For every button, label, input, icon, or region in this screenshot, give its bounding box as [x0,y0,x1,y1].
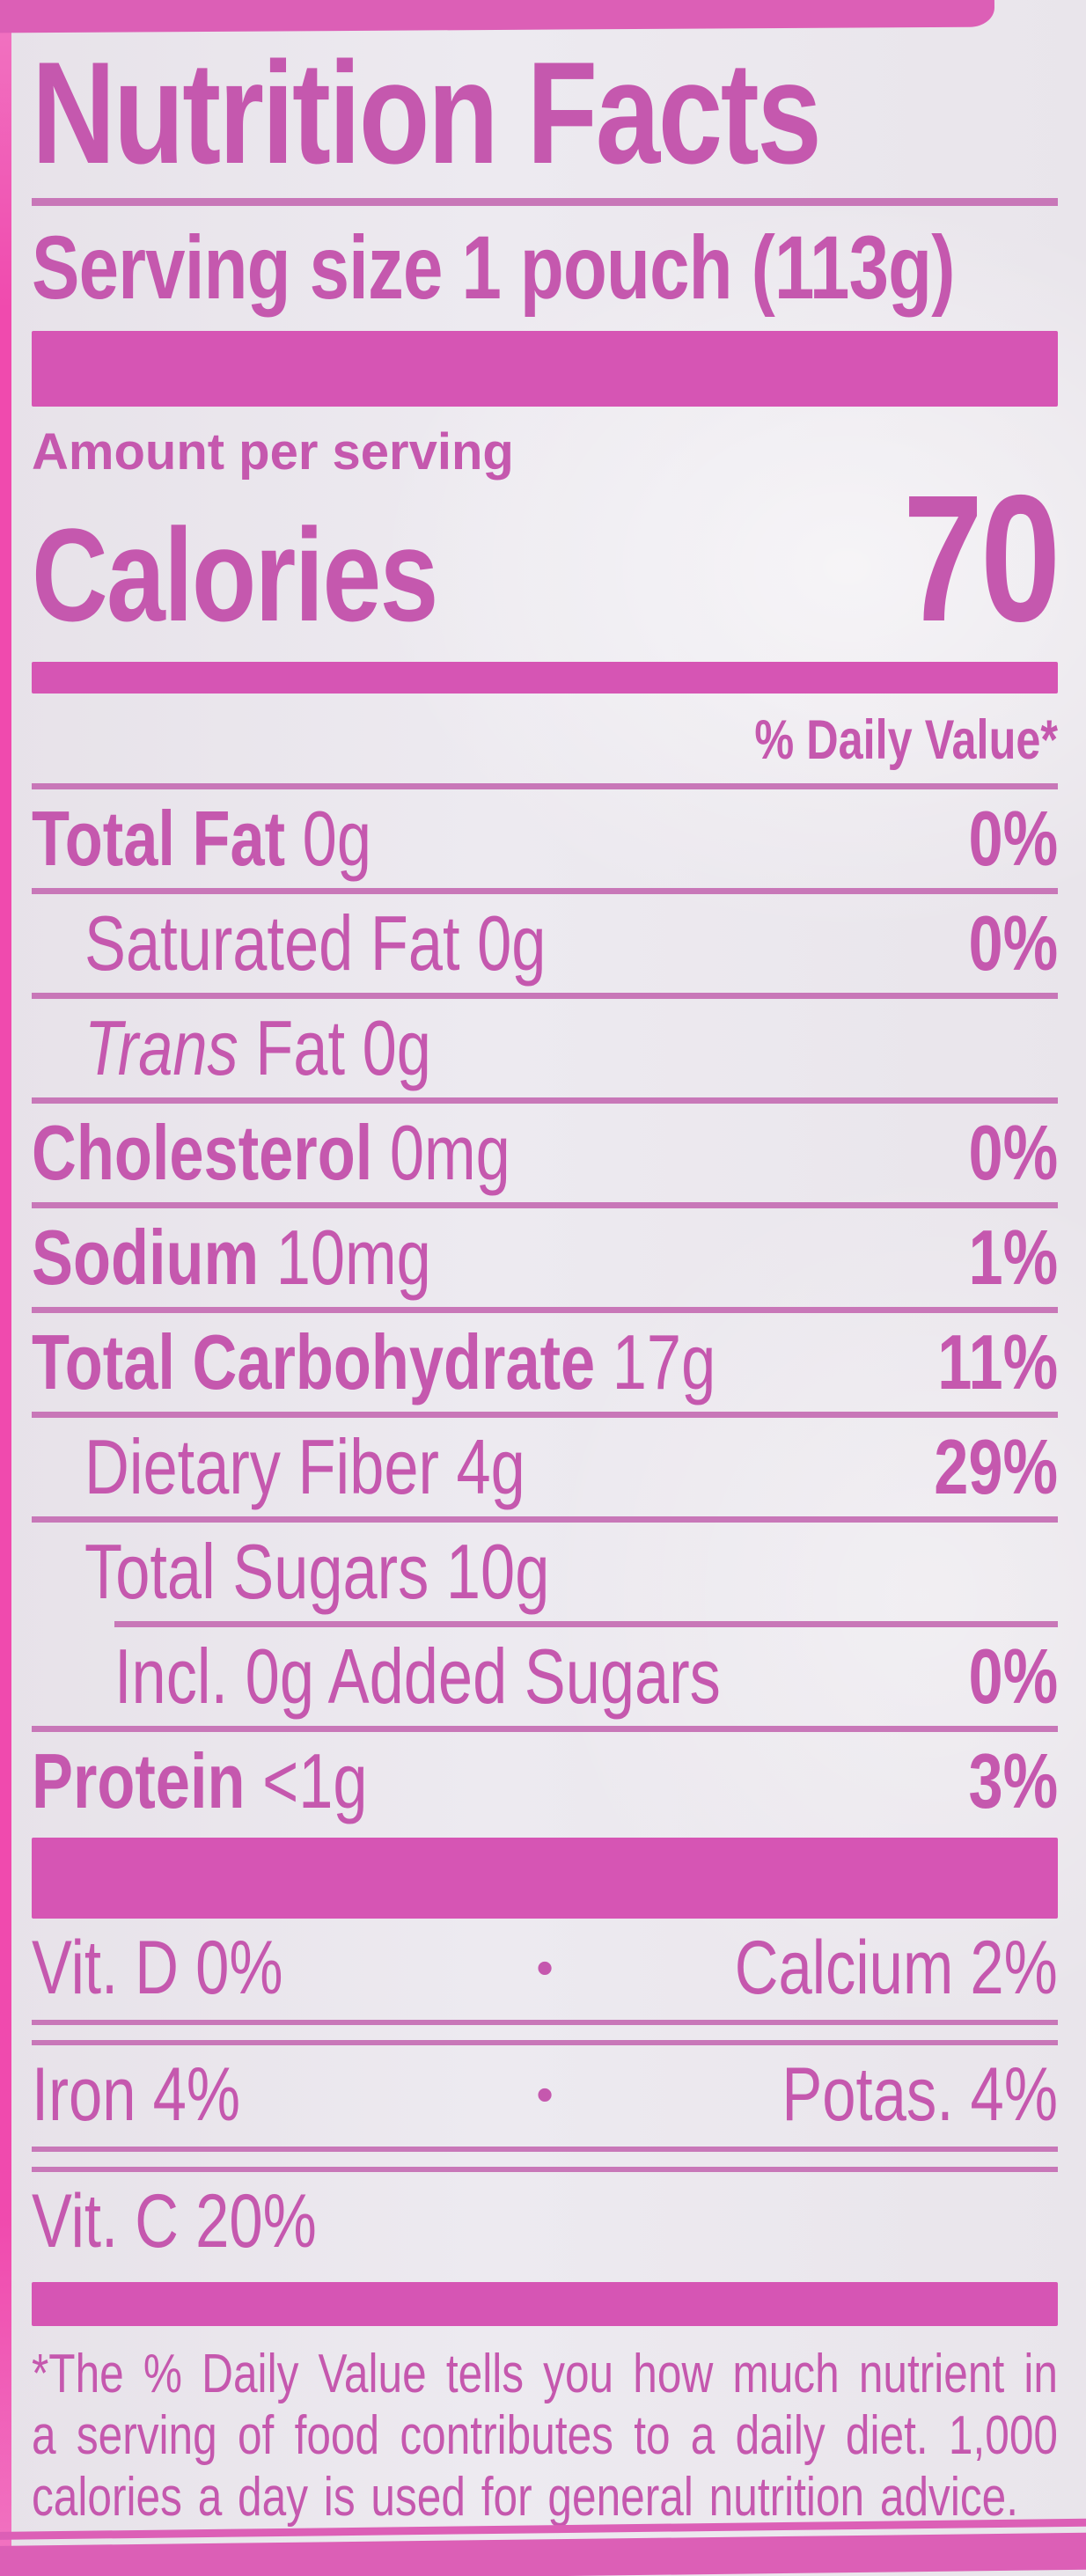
nutrient-dv: 11% [936,1317,1058,1405]
section-bar-thick [32,1838,1058,1919]
daily-value-header: % Daily Value* [754,708,1058,771]
nutrient-amount: 17g [612,1317,716,1405]
divider [32,198,1058,206]
micronutrient-right: Potas. 4% [781,2052,1058,2137]
nutrient-amount: <1g [262,1737,368,1825]
nutrient-amount: Fat 0g [255,1003,431,1091]
nutrient-amount: 10mg [275,1213,431,1301]
nutrient-dv: 1% [968,1213,1058,1301]
nutrient-name: Sodium [32,1213,260,1301]
nutrient-amount: 0mg [389,1108,510,1196]
divider [32,1412,1058,1418]
divider [32,1516,1058,1523]
micronutrient-row-vitd-calcium: Vit. D 0% • Calcium 2% [32,1919,1058,2020]
nutrient-name: Protein [32,1737,246,1825]
divider [32,1306,1058,1313]
nutrient-name: Dietary Fiber [84,1423,439,1510]
divider-double [32,2146,1058,2172]
divider-double [32,2020,1058,2045]
label-content: Nutrition Facts Serving size 1 pouch (11… [32,0,1060,2528]
nutrient-name: Total Carbohydrate [32,1317,596,1405]
micronutrient-left: Vit. D 0% [32,1926,283,2011]
nutrient-dv: 3% [968,1737,1058,1825]
calories-value: 70 [902,458,1060,660]
nutrient-amount: 10g [445,1528,550,1616]
divider [32,992,1058,999]
nutrient-row-cholesterol: Cholesterol 0mg 0% [32,1104,1058,1202]
page-title: Nutrition Facts [32,32,822,194]
amount-per-serving-label: Amount per serving [32,423,514,481]
nutrient-name: Incl. 0g Added Sugars [114,1633,721,1721]
package-left-strip [0,0,11,2576]
nutrient-name: Total Fat [32,794,286,882]
divider [32,887,1058,894]
nutrient-row-total-carbohydrate: Total Carbohydrate 17g 11% [32,1313,1058,1412]
divider [114,1621,1058,1628]
nutrient-row-sodium: Sodium 10mg 1% [32,1208,1058,1307]
package-bottom-band [0,2532,1086,2576]
nutrient-name: Saturated Fat [84,899,460,987]
nutrient-row-protein: Protein <1g 3% [32,1732,1058,1831]
calories-label: Calories [32,500,438,649]
divider [32,1097,1058,1104]
divider [32,782,1058,789]
nutrient-row-trans-fat: Trans Fat 0g [32,999,1058,1097]
calories-row: Calories 70 [32,458,1060,660]
nutrient-row-dietary-fiber: Dietary Fiber 4g 29% [32,1418,1058,1516]
nutrient-amount: 0g [477,899,547,987]
serving-size-line: Serving size 1 pouch (113g) [32,217,955,318]
micronutrient-left: Iron 4% [32,2052,241,2137]
nutrient-row-added-sugars: Incl. 0g Added Sugars 0% [32,1627,1058,1726]
section-bar-thick [32,331,1058,407]
bullet-icon: • [536,2066,554,2123]
serving-size-line-wrap: Serving size 1 pouch (113g) [32,206,1058,317]
section-bar-medium [32,661,1058,694]
bullet-icon: • [536,1940,554,1996]
nutrient-name: Trans [84,1003,238,1091]
micronutrient-row-vitc: Vit. C 20% [32,2172,1058,2273]
nutrient-dv: 29% [934,1423,1058,1510]
nutrient-dv: 0% [968,899,1058,987]
divider [32,1726,1058,1733]
micronutrient-row-iron-potassium: Iron 4% • Potas. 4% [32,2045,1058,2147]
nutrient-amount: 0g [302,794,371,882]
micronutrient-left: Vit. C 20% [32,2178,317,2264]
nutrient-name: Cholesterol [32,1108,373,1196]
divider [32,1201,1058,1208]
nutrient-row-saturated-fat: Saturated Fat 0g 0% [32,894,1058,993]
nutrient-amount: 4g [456,1423,525,1510]
nutrient-row-total-sugars: Total Sugars 10g [32,1523,1058,1621]
nutrient-dv: 0% [968,1633,1058,1721]
nutrient-dv: 0% [968,1108,1058,1196]
nutrient-name: Total Sugars [84,1528,429,1616]
footnote: *The % Daily Value tells you how much nu… [32,2343,1058,2528]
micronutrient-right: Calcium 2% [734,1926,1058,2011]
nutrient-row-total-fat: Total Fat 0g 0% [32,789,1058,888]
nutrient-dv: 0% [968,794,1058,882]
section-bar-small [32,2281,1058,2326]
